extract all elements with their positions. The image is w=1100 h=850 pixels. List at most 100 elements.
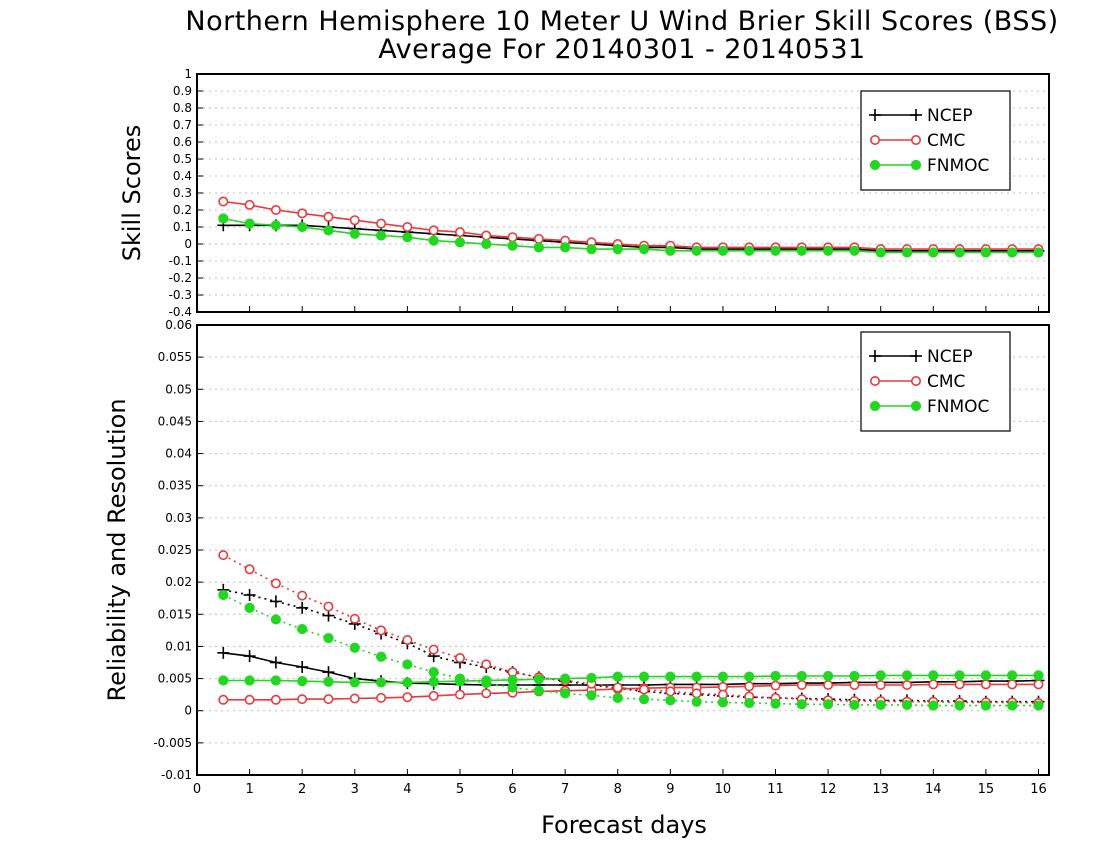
series-line <box>223 683 1039 701</box>
data-point <box>322 666 335 679</box>
data-point <box>717 245 729 256</box>
data-point <box>270 205 281 216</box>
y-tick-label: 0.5 <box>173 152 192 166</box>
data-point <box>454 689 465 700</box>
legend-label: CMC <box>927 131 965 151</box>
y-tick-label: 0.02 <box>165 575 192 589</box>
data-point <box>297 590 308 601</box>
y-tick-label: 0.055 <box>158 350 192 364</box>
data-point <box>901 670 913 681</box>
legend-label: CMC <box>927 372 965 392</box>
data-point <box>691 671 702 682</box>
legend-marker-left <box>869 135 880 146</box>
data-point <box>560 688 571 699</box>
data-point <box>322 609 335 622</box>
data-point <box>744 671 755 682</box>
data-point <box>612 244 623 255</box>
data-point <box>349 693 360 704</box>
data-point <box>875 247 886 258</box>
legend-marker-left <box>869 350 881 362</box>
legend-entry-ncep: NCEP <box>869 347 973 367</box>
data-point <box>297 208 308 219</box>
data-point <box>954 679 965 690</box>
y-tick-label: 0.025 <box>158 543 192 557</box>
data-point <box>1007 700 1018 711</box>
data-point <box>244 675 255 686</box>
data-point <box>901 679 912 690</box>
data-point <box>1007 679 1018 690</box>
data-point <box>586 672 597 684</box>
series-cmc-solid <box>218 196 1044 255</box>
data-point <box>349 215 360 226</box>
data-point <box>1007 247 1018 258</box>
data-point <box>376 692 387 703</box>
data-point <box>612 682 623 693</box>
data-point <box>218 694 229 705</box>
y-tick-label: 0.9 <box>173 84 192 98</box>
data-point <box>402 634 413 645</box>
legend-entry-cmc: CMC <box>869 372 965 392</box>
data-point <box>980 679 991 690</box>
data-point <box>717 697 729 708</box>
data-point <box>481 238 492 250</box>
data-point <box>744 245 755 256</box>
series-line <box>223 217 1039 254</box>
data-point <box>481 230 492 241</box>
panel-1: 1 0.9 0.8 0.7 0.6 0.5 0.4 0.3 0.2 0.1 0 -0.1 -0.2 -0.… <box>118 67 1050 319</box>
data-point <box>638 694 650 705</box>
data-point <box>875 679 886 690</box>
data-point <box>244 199 255 210</box>
data-point <box>428 667 439 678</box>
data-point <box>823 670 834 682</box>
data-point <box>849 699 860 711</box>
y-tick-label: 0.03 <box>165 511 192 525</box>
data-point <box>770 698 781 709</box>
data-point <box>875 670 886 681</box>
legend: NCEP CMC FNMOC <box>860 331 1011 432</box>
data-point <box>349 677 360 688</box>
x-axis-label: Forecast days <box>541 811 707 839</box>
y-tick-label: 0.035 <box>158 479 192 493</box>
plot-frame <box>196 324 1050 776</box>
data-point <box>1033 679 1044 690</box>
data-point <box>612 692 623 703</box>
data-point <box>297 623 308 635</box>
data-point <box>1007 670 1018 681</box>
x-tick-label: 8 <box>614 782 622 797</box>
data-point <box>349 642 360 653</box>
data-point <box>481 659 492 670</box>
data-point <box>507 232 518 243</box>
data-point <box>533 233 544 244</box>
legend-label: FNMOC <box>927 397 989 417</box>
series-line <box>222 554 1039 704</box>
data-point <box>270 614 281 625</box>
x-tick-label: 0 <box>193 782 201 797</box>
data-point <box>612 671 623 682</box>
data-point <box>796 699 807 710</box>
y-tick-label: 0.4 <box>173 169 192 183</box>
legend-entry-fnmoc: FNMOC <box>869 156 989 176</box>
data-point <box>323 601 334 612</box>
data-point <box>639 684 650 695</box>
panel-2: 0.060.0550.050.0450.040.0350.030.0250.02… <box>103 318 1050 797</box>
data-point <box>217 646 230 659</box>
data-point <box>901 247 913 258</box>
x-tick-label: 13 <box>872 782 889 797</box>
data-point <box>454 227 465 238</box>
legend-label: FNMOC <box>927 156 989 176</box>
legend-marker-left <box>869 375 880 386</box>
chart-title-line-1: Northern Hemisphere 10 Meter U Wind Brie… <box>185 6 1058 37</box>
data-point <box>1033 670 1044 681</box>
data-point <box>218 213 229 224</box>
data-point <box>823 245 834 256</box>
legend-entry-ncep: NCEP <box>869 106 973 126</box>
data-point <box>665 695 676 706</box>
legend-entry-fnmoc: FNMOC <box>869 397 989 417</box>
data-point <box>665 686 676 697</box>
y-tick-label: 0 <box>184 704 192 718</box>
data-point <box>849 679 860 690</box>
data-point <box>428 225 439 236</box>
data-point <box>665 671 676 682</box>
series-cmc-dotted <box>218 550 1044 708</box>
